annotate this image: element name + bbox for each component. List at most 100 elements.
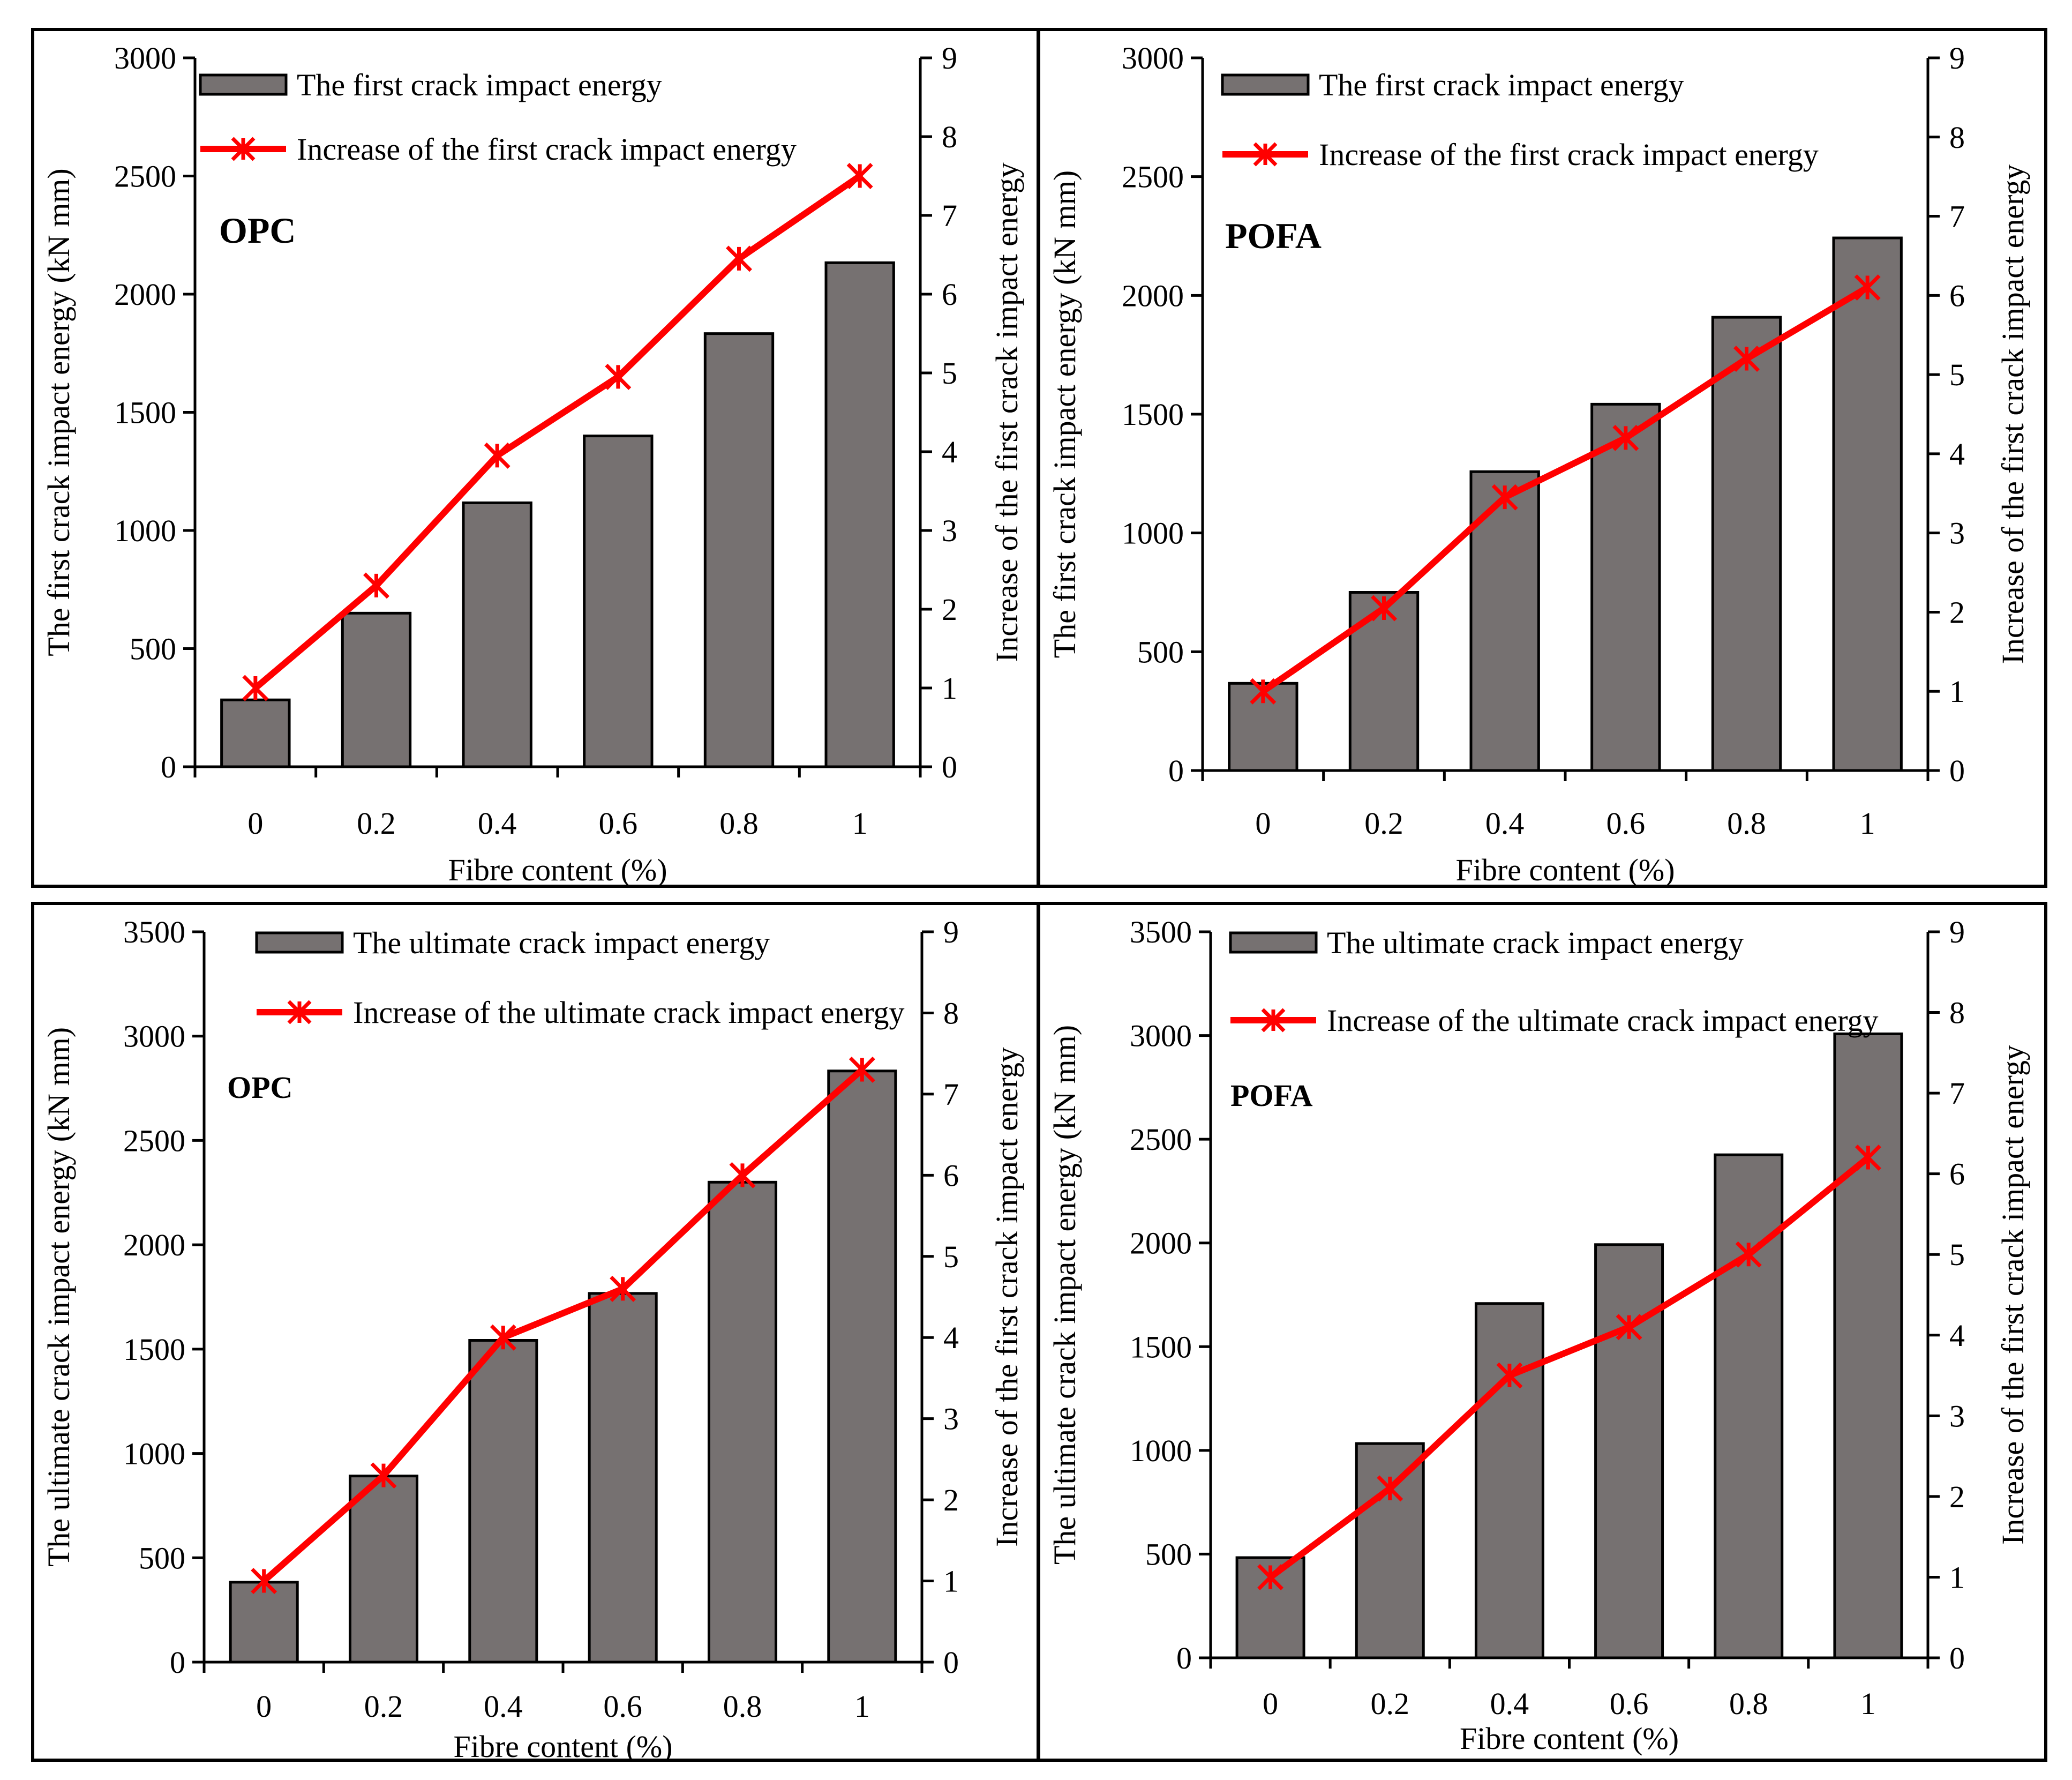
line-point-1	[1371, 595, 1397, 622]
legend-bar-label: The first crack impact energy	[297, 68, 662, 102]
y-tick-label: 500	[1145, 1537, 1192, 1572]
bar-3	[588, 1292, 658, 1664]
y2-tick-label: 6	[942, 277, 957, 312]
line-point-1	[363, 572, 389, 599]
y-tick-label: 0	[1168, 753, 1184, 788]
y2-tick-label: 8	[1949, 120, 1965, 155]
line-series	[261, 1067, 865, 1584]
bar-0	[220, 698, 291, 768]
line-point-4	[1733, 346, 1760, 372]
x-tick-label: 0.2	[1364, 806, 1403, 841]
y2-tick-label: 6	[943, 1158, 959, 1193]
line-point-4	[729, 1162, 756, 1188]
x-axis-title: Fibre content (%)	[453, 1729, 672, 1762]
line-point-5	[846, 163, 873, 189]
chart-panel-top-right: 0 500 1000 1500 2000 2500 3000 0 1 2 3 4 5 6 7 8 9 0 0.2 0.…	[1037, 28, 2047, 888]
chart-panel-top-left: 0 500 1000 1500 2000 2500 3000 0 1 2 3 4 5 6 7 8 9 0 0.2 0.…	[31, 28, 1040, 888]
y2-tick-label: 6	[1949, 1157, 1965, 1192]
line-point-3	[605, 363, 632, 390]
bar-1	[341, 611, 412, 768]
chart-svg-bottom-left: 0 500 1000 1500 2000 2500 3000 3500 0 1 2 3 4 5 6 7 8 9 0 0…	[41, 915, 1024, 1762]
x-tick-label: 0.6	[603, 1689, 642, 1724]
line-point-1	[1377, 1475, 1403, 1502]
y2-tick-label: 7	[943, 1077, 959, 1112]
y-tick-label: 2500	[123, 1123, 185, 1158]
line-point-2	[1491, 484, 1518, 511]
line-point-0	[1257, 1564, 1284, 1590]
chart-svg-top-left: 0 500 1000 1500 2000 2500 3000 0 1 2 3 4 5 6 7 8 9 0 0.2 0.…	[41, 41, 1024, 885]
y2-tick-label: 9	[1949, 41, 1965, 76]
legend-bar-swatch	[1229, 931, 1318, 954]
y2-tick-label: 2	[1949, 595, 1965, 630]
chart-bottom-left: 0 500 1000 1500 2000 2500 3000 3500 0 1 2 3 4 5 6 7 8 9 0 0…	[41, 915, 1024, 1762]
y2-tick-label: 2	[943, 1483, 959, 1517]
y-tick-label: 3500	[123, 915, 185, 949]
bar-0	[229, 1581, 299, 1664]
y2-tick-label: 9	[1949, 915, 1965, 949]
y-tick-label: 2000	[114, 277, 176, 312]
legend-line-marker	[287, 1000, 312, 1024]
y2-axis-title: Increase of the first crack impact energ…	[989, 1047, 1024, 1547]
y2-tick-label: 0	[1949, 753, 1965, 788]
line-series	[253, 173, 862, 691]
x-tick-label: 0.6	[599, 806, 638, 841]
y2-tick-label: 8	[942, 119, 957, 154]
line-point-4	[726, 245, 752, 272]
chart-top-right: 0 500 1000 1500 2000 2500 3000 0 1 2 3 4 5 6 7 8 9 0 0.2 0.…	[1047, 41, 2030, 887]
y2-tick-label: 4	[1949, 1318, 1965, 1353]
bar-5	[827, 1070, 897, 1664]
line-point-0	[1250, 678, 1277, 705]
y2-tick-label: 5	[1949, 357, 1965, 392]
y2-tick-label: 5	[942, 356, 957, 391]
legend-bar-label: The ultimate crack impact energy	[353, 925, 770, 960]
line-point-4	[1735, 1241, 1762, 1268]
bar-5	[1833, 1032, 1903, 1659]
y2-tick-label: 3	[942, 513, 957, 548]
chart-svg-bottom-right: 0 500 1000 1500 2000 2500 3000 3500 0 1 2 3 4 5 6 7 8 9 0 0…	[1047, 915, 2030, 1756]
panel-label: POFA	[1230, 1078, 1313, 1113]
line-point-3	[1616, 1314, 1642, 1341]
legend-bar-swatch	[199, 73, 288, 96]
y-tick-label: 3000	[123, 1019, 185, 1054]
y2-tick-label: 6	[1949, 278, 1965, 313]
panel-label: POFA	[1225, 215, 1322, 256]
y-tick-label: 2000	[123, 1228, 185, 1262]
y-tick-label: 500	[1137, 634, 1184, 669]
y2-axis-title: Increase of the first crack impact energ…	[1995, 1045, 2030, 1545]
x-tick-label: 0	[247, 806, 263, 841]
y2-tick-label: 1	[943, 1564, 959, 1599]
y-tick-label: 3000	[114, 41, 176, 76]
legend-bar-swatch	[1221, 73, 1310, 96]
line-point-3	[1612, 424, 1639, 451]
y-tick-label: 2500	[1130, 1122, 1192, 1157]
x-tick-label: 0.8	[1727, 806, 1766, 841]
x-tick-label: 0.4	[484, 1689, 523, 1724]
panel-label: OPC	[219, 210, 296, 251]
panel-label: OPC	[227, 1070, 292, 1105]
x-tick-label: 0.2	[1371, 1686, 1410, 1721]
line-point-5	[1855, 1145, 1881, 1171]
y-axis-title: The first crack impact energy (kN mm)	[41, 168, 76, 656]
legend-line-marker	[1253, 142, 1278, 167]
y2-tick-label: 8	[1949, 996, 1965, 1030]
x-tick-label: 0.4	[478, 806, 517, 841]
bar-5	[1832, 236, 1903, 772]
legend-line-label: Increase of the first crack impact energ…	[297, 132, 797, 167]
y2-tick-label: 8	[943, 996, 959, 1030]
y-tick-label: 0	[1176, 1641, 1192, 1676]
bar-1	[348, 1475, 419, 1664]
bar-3	[1590, 402, 1661, 772]
y2-tick-label: 4	[942, 435, 957, 469]
x-axis-title: Fibre content (%)	[1455, 852, 1675, 887]
bar-2	[462, 501, 532, 768]
y-tick-label: 1500	[123, 1332, 185, 1367]
y2-tick-label: 2	[1949, 1479, 1965, 1514]
y-tick-label: 2000	[1122, 278, 1184, 313]
y2-tick-label: 7	[1949, 199, 1965, 234]
y2-tick-label: 0	[942, 750, 957, 784]
y2-tick-label: 9	[943, 915, 959, 949]
y-tick-label: 3000	[1122, 41, 1184, 76]
line-series	[1261, 285, 1870, 694]
y-tick-label: 0	[161, 750, 176, 784]
line-point-0	[251, 1568, 277, 1595]
